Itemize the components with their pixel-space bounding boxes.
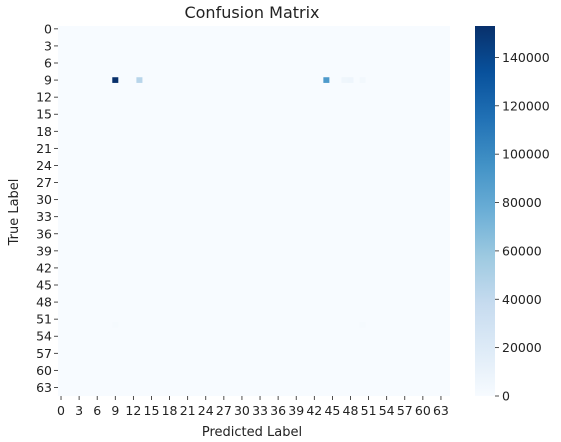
x-tick-label: 45 [324,403,340,418]
y-tick-label: 48 [36,295,52,310]
heatmap-cell [359,77,366,83]
x-tick-label: 60 [415,403,431,418]
y-tick-label: 45 [36,278,52,293]
colorbar-tick-label: 140000 [502,50,550,65]
x-tick-label: 18 [162,403,178,418]
colorbar-tick-label: 40000 [502,292,542,307]
heatmap-cell [112,77,119,83]
heatmap-cell [359,322,366,328]
heatmap-cell [323,77,330,83]
chart-title: Confusion Matrix [184,3,319,22]
x-tick-label: 48 [343,403,359,418]
x-tick-label: 6 [93,403,101,418]
y-tick-label: 51 [36,312,52,327]
y-tick-label: 24 [36,158,52,173]
colorbar-tick-label: 0 [502,389,510,404]
x-tick-label: 63 [433,403,449,418]
heatmap-cell [347,77,354,83]
x-tick-label: 3 [75,403,83,418]
x-axis-label: Predicted Label [202,425,302,440]
y-tick-label: 27 [36,175,52,190]
x-tick-label: 51 [361,403,377,418]
x-tick-label: 42 [306,403,322,418]
y-tick-label: 3 [44,38,52,53]
x-tick-label: 57 [397,403,413,418]
heatmap-cell [136,77,143,83]
y-tick-label: 39 [36,243,52,258]
x-tick-label: 39 [288,403,304,418]
heatmap-background [58,26,450,396]
colorbar [475,26,495,396]
y-tick-label: 54 [36,329,52,344]
colorbar-tick-label: 20000 [502,340,542,355]
x-tick-label: 27 [216,403,232,418]
colorbar-ticks: 0 20000 40000 60000 80000 100000 120000 140000 [495,50,550,404]
x-tick-label: 54 [379,403,395,418]
x-tick-label: 30 [234,403,250,418]
colorbar-tick-label: 100000 [502,147,550,162]
heatmap-cell [341,77,348,83]
y-tick-label: 12 [36,90,52,105]
x-tick-label: 0 [57,403,65,418]
colorbar-tick-label: 60000 [502,243,542,258]
colorbar-tick-label: 120000 [502,98,550,113]
x-tick-label: 24 [198,403,214,418]
y-tick-label: 57 [36,346,52,361]
x-axis-ticks: 0 3 6 9 12 15 18 21 24 27 30 33 36 39 42 45 48 51 54 57 60 63 [57,396,449,418]
x-tick-label: 33 [252,403,268,418]
heatmap [58,26,450,396]
x-tick-label: 21 [180,403,196,418]
y-tick-label: 0 [44,21,52,36]
y-axis-label: True Label [7,179,22,247]
y-tick-label: 30 [36,192,52,207]
x-tick-label: 9 [111,403,119,418]
y-tick-label: 18 [36,124,52,139]
x-tick-label: 36 [270,403,286,418]
y-tick-label: 15 [36,107,52,122]
y-tick-label: 9 [44,73,52,88]
colorbar-tick-label: 80000 [502,195,542,210]
x-tick-label: 15 [144,403,160,418]
y-tick-label: 60 [36,363,52,378]
y-tick-label: 6 [44,56,52,71]
x-tick-label: 12 [125,403,141,418]
y-tick-label: 21 [36,141,52,156]
y-tick-label: 33 [36,209,52,224]
heatmap-cell [112,322,119,328]
y-tick-label: 63 [36,380,52,395]
y-tick-label: 42 [36,260,52,275]
y-tick-label: 36 [36,226,52,241]
